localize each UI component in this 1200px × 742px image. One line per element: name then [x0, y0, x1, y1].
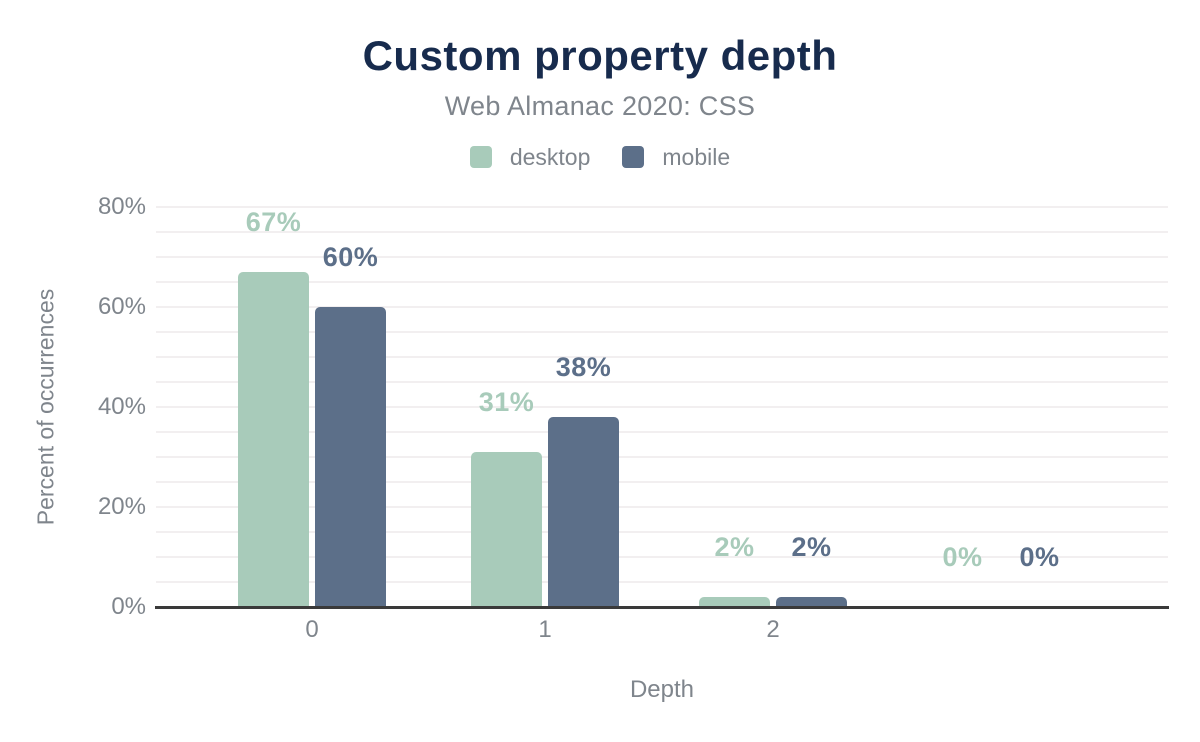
mobile-series-swatch [622, 146, 645, 168]
gridline-65pct [156, 281, 1168, 283]
legend-label-desktop: desktop [509, 143, 591, 170]
bar-desktop-1 [471, 452, 542, 607]
legend-item-desktop: desktop [469, 143, 591, 171]
desktop-series-swatch [469, 146, 492, 168]
value-label-mobile-3: 0% [1019, 542, 1060, 572]
value-label-desktop-2: 2% [714, 532, 755, 562]
value-label-mobile-0: 60% [322, 242, 379, 272]
y-tick-label-0%: 0% [111, 593, 146, 620]
gridline-80pct [156, 206, 1168, 208]
chart-title: Custom property depth [362, 32, 838, 79]
bar-desktop-0 [238, 272, 309, 607]
value-label-desktop-3: 0% [942, 542, 983, 572]
x-tick-label-1: 1 [538, 616, 552, 643]
gridline-40pct [156, 406, 1168, 408]
y-tick-label-40%: 40% [97, 393, 146, 420]
bar-mobile-2 [776, 597, 847, 607]
gridline-10pct [156, 556, 1168, 558]
y-tick-label-80%: 80% [97, 193, 146, 220]
value-label-desktop-0: 67% [245, 207, 302, 237]
x-tick-label-2: 2 [766, 616, 780, 643]
gridline-30pct [156, 456, 1168, 458]
x-tick-label-0: 0 [305, 616, 319, 643]
gridline-5pct [156, 581, 1168, 583]
bar-desktop-2 [699, 597, 770, 607]
gridline-35pct [156, 431, 1168, 433]
gridline-70pct [156, 256, 1168, 258]
gridline-55pct [156, 331, 1168, 333]
value-label-mobile-2: 2% [791, 532, 832, 562]
gridline-50pct [156, 356, 1168, 358]
y-tick-label-20%: 20% [97, 493, 146, 520]
chart-subtitle: Web Almanac 2020: CSS [444, 91, 756, 121]
legend: desktop mobile [0, 143, 1200, 171]
bar-mobile-1 [548, 417, 619, 607]
y-tick-label-60%: 60% [97, 293, 146, 320]
legend-item-mobile: mobile [622, 144, 730, 171]
x-axis-title: Depth [629, 676, 695, 703]
gridline-60pct [156, 306, 1168, 308]
gridline-15pct [156, 531, 1168, 533]
legend-label-mobile: mobile [662, 143, 731, 170]
gridline-20pct [156, 506, 1168, 508]
value-label-desktop-1: 31% [478, 387, 535, 417]
gridline-45pct [156, 381, 1168, 383]
gridline-75pct [156, 231, 1168, 233]
value-label-mobile-1: 38% [555, 352, 612, 382]
x-axis-line [155, 606, 1169, 609]
bar-mobile-0 [315, 307, 386, 607]
gridline-25pct [156, 481, 1168, 483]
